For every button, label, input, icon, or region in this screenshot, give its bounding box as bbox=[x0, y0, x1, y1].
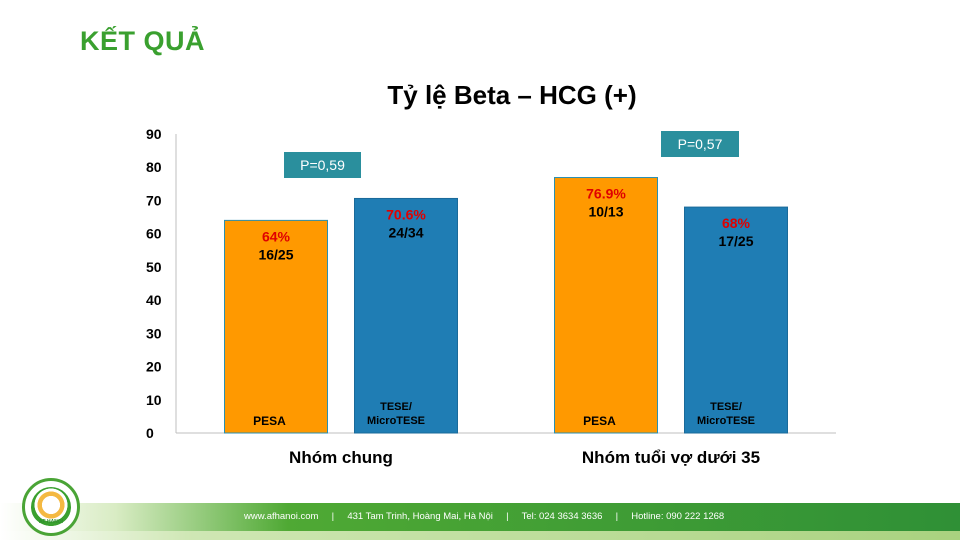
footer-contact-text: www.afhanoi.com | 431 Tam Trinh, Hoàng M… bbox=[244, 511, 725, 522]
bar-series-label: PESA bbox=[253, 414, 286, 428]
footer-bar bbox=[0, 503, 960, 531]
logo-text: AF HANOI bbox=[38, 519, 64, 525]
bar-series-label: PESA bbox=[583, 414, 616, 428]
y-tick-label: 10 bbox=[146, 392, 162, 408]
bar-pesa bbox=[554, 177, 658, 434]
p-value-label: P=0,57 bbox=[678, 136, 723, 152]
bar-count-label: 24/34 bbox=[388, 224, 423, 240]
y-tick-label: 60 bbox=[146, 226, 162, 242]
bar-tese bbox=[684, 206, 788, 434]
bar-percent-label: 68% bbox=[722, 215, 751, 231]
logo-emblem-icon bbox=[31, 487, 71, 527]
bar-chart: Tỷ lệ Beta – HCG (+) 0 10 20 30 40 50 60 70 80 90 6… bbox=[146, 80, 836, 467]
bar-count-label: 10/13 bbox=[588, 204, 623, 220]
bar-tese bbox=[354, 197, 458, 434]
y-tick-label: 50 bbox=[146, 259, 162, 275]
afhanoi-logo: AF HANOI bbox=[22, 478, 80, 536]
bar-pesa bbox=[224, 219, 328, 434]
p-value-box bbox=[661, 131, 739, 157]
y-tick-label: 0 bbox=[146, 425, 154, 441]
footer-strip bbox=[0, 531, 960, 540]
y-tick-label: 40 bbox=[146, 292, 162, 308]
y-tick-label: 70 bbox=[146, 192, 162, 208]
y-tick-label: 30 bbox=[146, 325, 162, 341]
bar-percent-label: 70.6% bbox=[386, 206, 426, 222]
bar-series-label: TESE/MicroTESE bbox=[697, 401, 755, 427]
bar-series-label: TESE/MicroTESE bbox=[367, 401, 425, 427]
bar-count-label: 16/25 bbox=[258, 246, 293, 262]
bar-percent-label: 64% bbox=[262, 228, 291, 244]
chart-title: Tỷ lệ Beta – HCG (+) bbox=[387, 80, 636, 110]
x-category-label: Nhóm tuổi vợ dưới 35 bbox=[582, 448, 760, 467]
bar-count-label: 17/25 bbox=[718, 233, 753, 249]
y-tick-label: 90 bbox=[146, 126, 162, 142]
p-value-label: P=0,59 bbox=[300, 157, 345, 173]
y-tick-label: 80 bbox=[146, 159, 162, 175]
bar-percent-label: 76.9% bbox=[586, 186, 626, 202]
p-value-box bbox=[284, 152, 361, 178]
x-category-label: Nhóm chung bbox=[289, 448, 393, 467]
slide-title: KẾT QUẢ bbox=[80, 26, 205, 56]
y-tick-label: 20 bbox=[146, 359, 162, 375]
